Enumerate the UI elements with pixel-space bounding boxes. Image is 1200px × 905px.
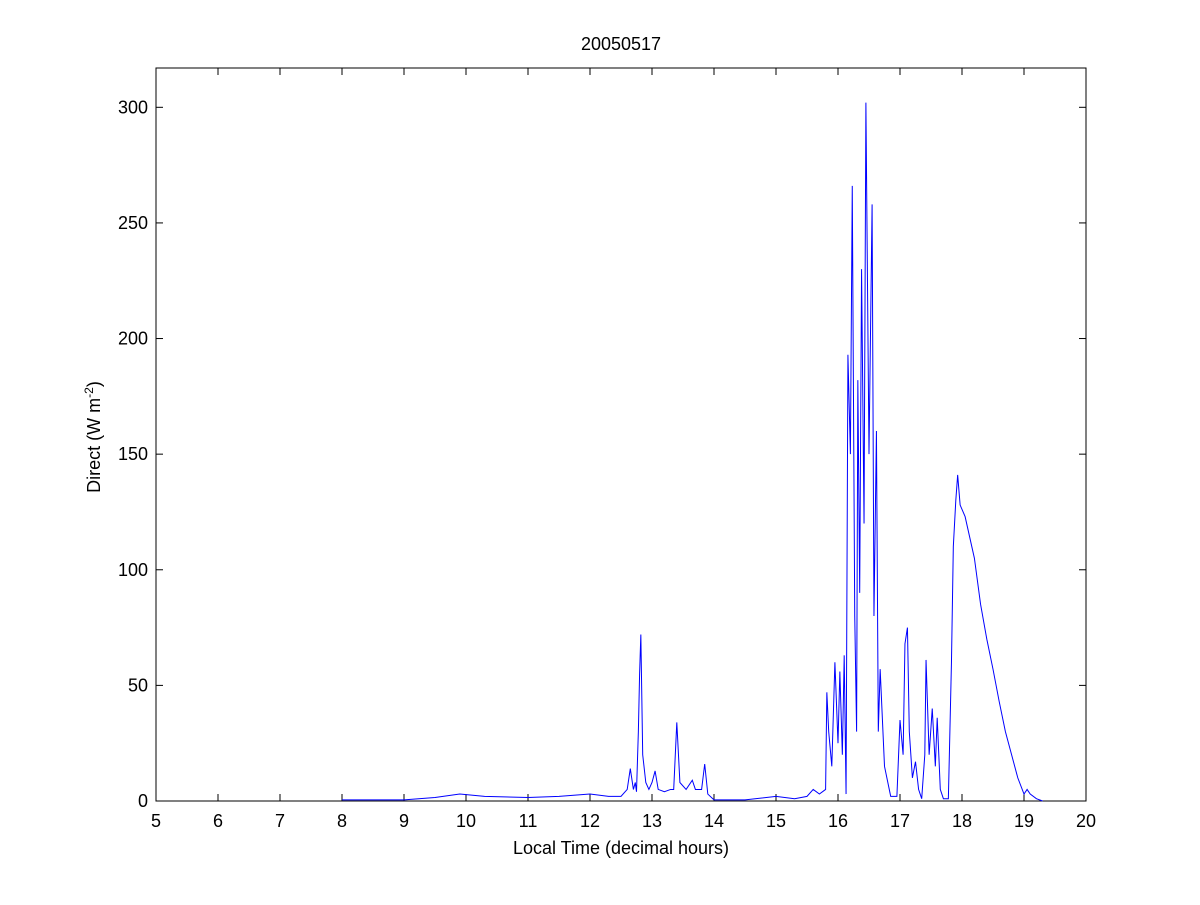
x-tick-label: 8 <box>337 811 347 831</box>
plot-box <box>155 67 1087 802</box>
data-line <box>342 102 1043 802</box>
x-tick-label: 19 <box>1014 811 1034 831</box>
x-tick-label: 10 <box>456 811 476 831</box>
x-tick-label: 17 <box>890 811 910 831</box>
x-tick-label: 20 <box>1076 811 1096 831</box>
x-tick-label: 6 <box>213 811 223 831</box>
x-axis-label: Local Time (decimal hours) <box>513 838 729 858</box>
x-tick-label: 7 <box>275 811 285 831</box>
x-tick-label: 14 <box>704 811 724 831</box>
x-tick-label: 18 <box>952 811 972 831</box>
x-tick-label: 12 <box>580 811 600 831</box>
x-tick-label: 5 <box>151 811 161 831</box>
y-axis-label: Direct (W m-2) <box>82 381 104 493</box>
chart-title: 20050517 <box>581 34 661 54</box>
x-tick-label: 11 <box>519 811 538 831</box>
y-tick-label: 0 <box>138 791 148 811</box>
y-tick-label: 50 <box>128 675 148 695</box>
y-tick-label: 150 <box>118 444 148 464</box>
y-label-superscript: -2 <box>82 387 96 398</box>
x-tick-label: 15 <box>766 811 786 831</box>
y-tick-label: 250 <box>118 213 148 233</box>
x-tick-label: 16 <box>828 811 848 831</box>
y-tick-label: 300 <box>118 97 148 117</box>
y-label-text: Direct (W m <box>84 398 104 493</box>
y-tick-label: 200 <box>118 329 148 349</box>
y-tick-label: 100 <box>118 560 148 580</box>
x-tick-label: 9 <box>399 811 409 831</box>
x-tick-label: 13 <box>642 811 662 831</box>
y-label-suffix: ) <box>84 381 104 387</box>
